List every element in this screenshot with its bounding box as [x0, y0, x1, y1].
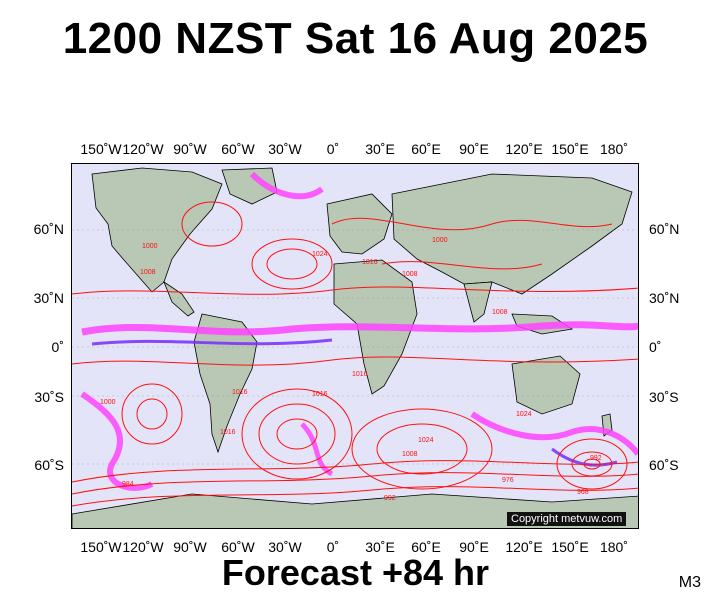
lat-label: 60˚N [33, 221, 64, 237]
isobar [136, 398, 168, 430]
south-america [193, 313, 258, 454]
lat-label: 30˚N [649, 290, 680, 306]
forecast-label: Forecast +84 hr [221, 552, 490, 593]
lat-label: 0˚ [51, 339, 64, 355]
isobar-label: 1024 [516, 411, 532, 418]
isobar [72, 356, 638, 366]
lat-label: 30˚S [649, 389, 679, 405]
lon-label: 150˚W [80, 539, 122, 555]
isobar [381, 261, 543, 270]
lon-label: 120˚E [505, 539, 543, 555]
lat-label: 30˚N [33, 290, 64, 306]
lon-label: 90˚E [459, 539, 489, 555]
lon-label: 120˚W [122, 539, 164, 555]
isobar [266, 248, 318, 280]
lat-label: 60˚S [649, 457, 679, 473]
lon-label: 30˚E [365, 141, 395, 157]
lon-label: 180˚ [599, 141, 629, 157]
isobars [72, 201, 638, 507]
weather-map[interactable]: 1000 1008 1016 1024 1016 1008 1000 1008 … [71, 163, 639, 529]
isobar-label: 1016 [220, 429, 236, 436]
lon-label: 120˚W [122, 141, 164, 157]
isobar-label: 1008 [402, 271, 418, 278]
itcz-precip [81, 321, 638, 336]
lat-label: 0˚ [649, 339, 662, 355]
isobar [72, 472, 638, 495]
isobar-label: 1024 [418, 437, 434, 444]
lat-label: 60˚S [34, 457, 64, 473]
isobar-label: 1016 [352, 371, 368, 378]
lon-label: 90˚W [173, 539, 207, 555]
lon-label: 120˚E [505, 141, 543, 157]
isobar [72, 486, 638, 507]
isobar-label: 1000 [100, 399, 116, 406]
model-code: M3 [678, 574, 701, 591]
isobar-label: 968 [577, 489, 589, 496]
isobar [376, 423, 468, 475]
isobar-labels: 1000 1008 1016 1024 1016 1008 1000 1008 … [100, 237, 602, 502]
isobar [351, 408, 493, 490]
isobar [72, 286, 638, 295]
isobar-label: 1000 [432, 237, 448, 244]
south-atlantic-precip [300, 422, 334, 477]
lon-label: 30˚W [268, 141, 302, 157]
isobar [276, 418, 318, 450]
lat-label: 60˚N [649, 221, 680, 237]
isobar-label: 992 [590, 455, 602, 462]
isobar-label: 1008 [492, 309, 508, 316]
isobar [181, 201, 243, 247]
lon-label: 60˚E [411, 539, 441, 555]
isobar [241, 388, 353, 480]
isobar [251, 238, 333, 290]
lon-label: 60˚W [221, 141, 255, 157]
isobar-label: 1016 [232, 389, 248, 396]
lat-label: 30˚S [34, 389, 64, 405]
isobar-label: 1008 [402, 451, 418, 458]
lon-label: 0˚ [326, 141, 340, 157]
india [463, 281, 493, 323]
lon-label: 30˚E [365, 539, 395, 555]
itcz-precip-heavy [91, 338, 333, 346]
isobar-label: 1024 [312, 251, 328, 258]
lon-label: 60˚E [411, 141, 441, 157]
isobar-label: 1008 [140, 269, 156, 276]
lon-label: 150˚E [551, 141, 589, 157]
lon-label: 0˚ [326, 539, 340, 555]
lon-label: 90˚E [459, 141, 489, 157]
lon-label: 60˚W [221, 539, 255, 555]
australia [511, 355, 581, 415]
isobar-label: 984 [122, 481, 134, 488]
europe [326, 193, 393, 255]
asia [391, 173, 633, 295]
lon-label: 180˚ [599, 539, 629, 555]
copyright-notice: Copyright metvuw.com [507, 512, 627, 526]
isobar [331, 217, 613, 231]
lon-label: 150˚E [551, 539, 589, 555]
antarctica [72, 493, 638, 528]
greenland [221, 167, 278, 205]
southern-ocean-precip [470, 411, 638, 456]
map-title: 1200 NZST Sat 16 Aug 2025 [62, 14, 649, 63]
isobar [72, 460, 638, 483]
isobar-label: 976 [502, 477, 514, 484]
lon-label: 150˚W [80, 141, 122, 157]
north-atlantic-precip [249, 171, 324, 200]
isobar [121, 383, 183, 445]
isobar-label: 1000 [142, 243, 158, 250]
isobar-label: 1016 [312, 391, 328, 398]
lon-label: 30˚W [268, 539, 302, 555]
weather-map-canvas: 1000 1008 1016 1024 1016 1008 1000 1008 … [72, 164, 638, 528]
lon-label: 90˚W [173, 141, 207, 157]
isobar-label: 992 [384, 495, 396, 502]
isobar-label: 1016 [362, 259, 378, 266]
